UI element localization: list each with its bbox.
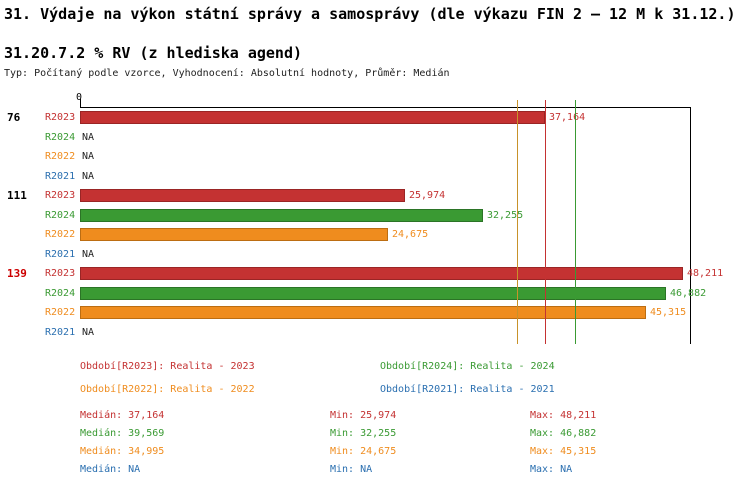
stats-median-r2021: Medián: NA: [80, 464, 141, 475]
chart-row: R2022 45,315: [0, 303, 750, 323]
na-label: NA: [82, 326, 95, 338]
axis-right-line: [690, 107, 691, 344]
stats-max-r2024: Max: 46,882: [530, 428, 597, 439]
page-title: 31. Výdaje na výkon státní správy a samo…: [4, 5, 736, 23]
bar-area: 45,315: [80, 303, 750, 323]
na-label: NA: [82, 170, 95, 182]
chart-row: R2024 NA: [0, 128, 750, 148]
chart-row: R2024 32,255: [0, 206, 750, 226]
bar-area: 46,882: [80, 284, 750, 304]
bar-r2022: [80, 306, 646, 320]
chart-subtitle: 31.20.7.2 % RV (z hlediska agend): [4, 44, 303, 62]
group-label: 111: [7, 189, 27, 203]
bar-value-label: 25,974: [409, 190, 446, 202]
legend-item-r2022: Období[R2022]: Realita - 2022: [80, 384, 255, 395]
stats-median-r2024: Medián: 39,569: [80, 428, 165, 439]
chart-row: R2024 46,882: [0, 284, 750, 304]
axis-origin-tick: [80, 99, 81, 107]
bar-value-label: 45,315: [650, 307, 687, 319]
median-line-r2023: [545, 100, 546, 344]
bar-value-label: 32,255: [487, 209, 524, 221]
median-line-r2022: [517, 100, 518, 344]
series-label-r2022: R2022: [45, 151, 76, 163]
bar-area: NA: [80, 128, 750, 148]
bar-area: NA: [80, 323, 750, 343]
stats-median-r2023: Medián: 37,164: [80, 410, 165, 421]
legend-item-r2024: Období[R2024]: Realita - 2024: [380, 361, 555, 372]
bar-area: NA: [80, 245, 750, 265]
bar-value-label: 48,211: [687, 268, 724, 280]
bar-area: 32,255: [80, 206, 750, 226]
bar-value-label: 46,882: [670, 287, 707, 299]
chart-row: 111 R2023 25,974: [0, 186, 750, 206]
axis-top-line: [80, 107, 691, 108]
bar-area: 48,211: [80, 264, 750, 284]
series-label-r2024: R2024: [45, 131, 76, 143]
median-line-r2024: [575, 100, 576, 344]
chart-row: R2022 24,675: [0, 225, 750, 245]
bar-area: 25,974: [80, 186, 750, 206]
series-label-r2022: R2022: [45, 229, 76, 241]
chart-meta: Typ: Počítaný podle vzorce, Vyhodnocení:…: [4, 68, 450, 79]
chart-row: R2022 NA: [0, 147, 750, 167]
stats-max-r2021: Max: NA: [530, 464, 573, 475]
stats-min-r2023: Min: 25,974: [330, 410, 397, 421]
stats-median-r2022: Medián: 34,995: [80, 446, 165, 457]
bar-r2023: [80, 189, 405, 203]
stats-row-r2023: Medián: 37,164 Min: 25,974 Max: 48,211: [80, 410, 690, 428]
na-label: NA: [82, 131, 95, 143]
bar-area: NA: [80, 167, 750, 187]
axis-origin-label: 0: [76, 92, 83, 103]
series-label-r2023: R2023: [45, 268, 76, 280]
stats-min-r2024: Min: 32,255: [330, 428, 397, 439]
legend-item-r2021: Období[R2021]: Realita - 2021: [380, 384, 555, 395]
group-label: 76: [7, 111, 21, 125]
series-label-r2022: R2022: [45, 307, 76, 319]
series-label-r2021: R2021: [45, 326, 76, 338]
stats-row-r2021: Medián: NA Min: NA Max: NA: [80, 464, 690, 482]
series-label-r2023: R2023: [45, 112, 76, 124]
stats-min-r2021: Min: NA: [330, 464, 373, 475]
bar-r2023: [80, 111, 545, 125]
bar-area: NA: [80, 147, 750, 167]
stats-min-r2022: Min: 24,675: [330, 446, 397, 457]
na-label: NA: [82, 151, 95, 163]
chart-row: R2021 NA: [0, 323, 750, 343]
bar-r2024: [80, 286, 666, 300]
bar-r2022: [80, 228, 388, 242]
series-label-r2024: R2024: [45, 209, 76, 221]
legend-item-r2023: Období[R2023]: Realita - 2023: [80, 361, 255, 372]
chart-row: 76 R2023 37,164: [0, 108, 750, 128]
chart-row: R2021 NA: [0, 245, 750, 265]
stats-row-r2024: Medián: 39,569 Min: 32,255 Max: 46,882: [80, 428, 690, 446]
bar-area: 24,675: [80, 225, 750, 245]
series-label-r2023: R2023: [45, 190, 76, 202]
stats-max-r2022: Max: 45,315: [530, 446, 597, 457]
stats-max-r2023: Max: 48,211: [530, 410, 597, 421]
bar-value-label: 37,164: [549, 112, 586, 124]
na-label: NA: [82, 248, 95, 260]
bar-value-label: 24,675: [392, 229, 429, 241]
chart-row: R2021 NA: [0, 167, 750, 187]
group-label: 139: [7, 267, 27, 281]
legend: Období[R2023]: Realita - 2023 Období[R202…: [80, 361, 680, 395]
series-label-r2021: R2021: [45, 248, 76, 260]
chart-rows: 76 R2023 37,164 R2024 NA R2022 NA R2021 NA 111 R20…: [0, 108, 750, 342]
bar-r2023: [80, 267, 683, 281]
stats-table: Medián: 37,164 Min: 25,974 Max: 48,211 Medi…: [80, 410, 690, 482]
stats-row-r2022: Medián: 34,995 Min: 24,675 Max: 45,315: [80, 446, 690, 464]
bar-area: 37,164: [80, 108, 750, 128]
series-label-r2024: R2024: [45, 287, 76, 299]
chart-row: 139 R2023 48,211: [0, 264, 750, 284]
bar-r2024: [80, 208, 483, 222]
series-label-r2021: R2021: [45, 170, 76, 182]
